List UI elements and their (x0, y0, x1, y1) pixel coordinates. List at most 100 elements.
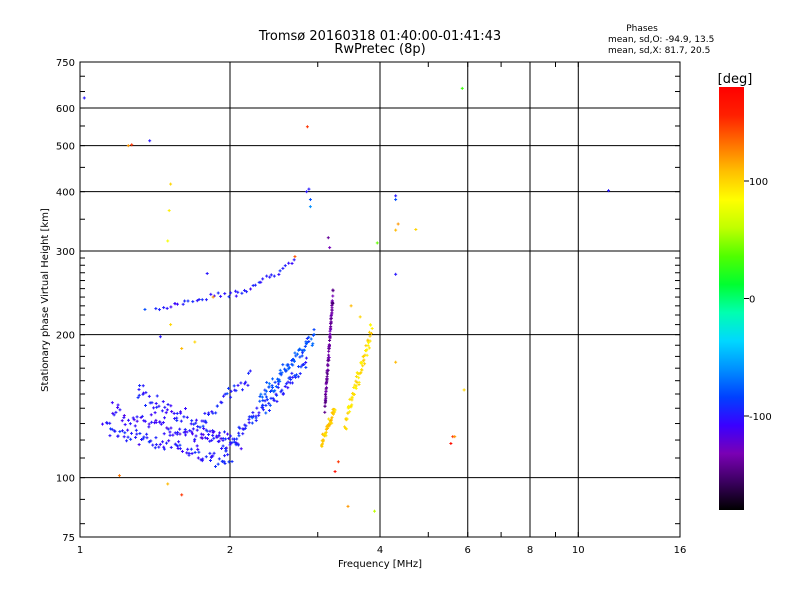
data-point (237, 431, 241, 435)
data-point (460, 86, 464, 90)
data-point (305, 190, 309, 194)
data-point (304, 356, 308, 360)
data-point (226, 453, 230, 457)
data-point (307, 187, 311, 191)
data-point (154, 443, 158, 447)
data-point (218, 431, 222, 435)
data-point (275, 399, 279, 403)
data-point (182, 415, 186, 419)
data-point (145, 436, 149, 440)
data-point (225, 392, 229, 396)
data-point (373, 509, 377, 513)
y-tick-label: 300 (56, 247, 75, 258)
data-point (321, 438, 325, 442)
data-point (328, 336, 332, 340)
data-point (181, 302, 185, 306)
data-point (360, 361, 364, 365)
data-point (201, 424, 205, 428)
data-point (202, 427, 206, 431)
data-point (264, 403, 268, 407)
data-point (138, 431, 142, 435)
data-point (303, 344, 307, 348)
data-point (274, 385, 278, 389)
data-point (326, 372, 330, 376)
data-point (110, 427, 114, 431)
data-point (293, 374, 297, 378)
data-point (110, 401, 114, 405)
data-point (236, 290, 240, 294)
data-point (295, 373, 299, 377)
data-point (394, 272, 398, 276)
data-point (136, 396, 140, 400)
data-point (293, 351, 297, 355)
data-point (304, 365, 308, 369)
data-point (230, 460, 234, 464)
data-point (354, 384, 358, 388)
data-point (169, 426, 173, 430)
data-point (135, 432, 139, 436)
data-point (199, 432, 203, 436)
data-point (188, 429, 192, 433)
axes-layer: 1 2 4 6 8 10 16 75 100 200 300 400 500 600 750 (56, 58, 686, 556)
data-point (187, 453, 191, 457)
data-point (271, 396, 275, 400)
data-point (360, 368, 364, 372)
data-point (222, 460, 226, 464)
data-point (375, 241, 379, 245)
data-point (229, 291, 233, 295)
y-tick-label: 75 (62, 533, 75, 544)
x-tick-label: 2 (227, 545, 233, 556)
data-point (327, 358, 331, 362)
data-point (207, 433, 211, 437)
data-point (366, 344, 370, 348)
data-point (228, 443, 232, 447)
data-point (158, 335, 162, 339)
data-point (286, 380, 290, 384)
data-point (178, 443, 182, 447)
data-point (142, 435, 146, 439)
data-point (157, 445, 161, 449)
data-point (294, 354, 298, 358)
data-point (394, 360, 398, 364)
data-point (223, 454, 227, 458)
data-point (281, 363, 285, 367)
data-point (365, 348, 369, 352)
data-point (175, 432, 179, 436)
data-point (246, 383, 250, 387)
data-point (208, 429, 212, 433)
data-point (245, 290, 249, 294)
data-point (157, 404, 161, 408)
data-point (453, 435, 457, 439)
data-point (331, 294, 335, 298)
colorbar-label: [deg] (718, 72, 753, 87)
data-point (324, 395, 328, 399)
data-point (249, 287, 253, 291)
data-point (362, 358, 366, 362)
y-tick-label: 600 (56, 104, 75, 115)
data-point (303, 348, 307, 352)
data-point (133, 424, 137, 428)
data-point (194, 434, 198, 438)
data-point (200, 419, 204, 423)
data-point (345, 417, 349, 421)
data-point (323, 404, 327, 408)
data-point (179, 419, 183, 423)
data-point (320, 442, 324, 446)
data-point (244, 380, 248, 384)
data-point (164, 411, 168, 415)
data-point (210, 438, 214, 442)
data-point (329, 326, 333, 330)
data-point (186, 299, 190, 303)
data-point (254, 416, 258, 420)
data-point (229, 395, 233, 399)
data-point (197, 297, 201, 301)
data-point (169, 404, 173, 408)
data-point (112, 429, 116, 433)
data-point (118, 430, 122, 434)
data-point (221, 444, 225, 448)
data-point (307, 340, 311, 344)
data-point (203, 436, 207, 440)
data-point (147, 440, 151, 444)
data-point (394, 228, 398, 232)
data-point (220, 447, 224, 451)
